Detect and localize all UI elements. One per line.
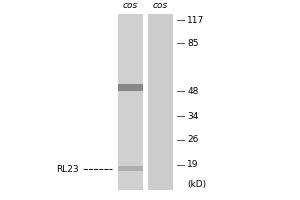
Bar	[118, 14, 143, 190]
Text: 85: 85	[187, 39, 199, 48]
Text: 34: 34	[187, 112, 199, 121]
Text: (kD): (kD)	[187, 180, 206, 189]
Text: 117: 117	[187, 16, 205, 25]
Text: cos: cos	[153, 1, 168, 10]
Text: 19: 19	[187, 160, 199, 169]
Text: cos: cos	[123, 1, 138, 10]
Text: 26: 26	[187, 135, 199, 144]
Text: 48: 48	[187, 87, 199, 96]
Bar	[118, 84, 143, 91]
Text: RL23: RL23	[56, 165, 78, 174]
Bar	[118, 166, 143, 171]
Bar	[148, 14, 173, 190]
